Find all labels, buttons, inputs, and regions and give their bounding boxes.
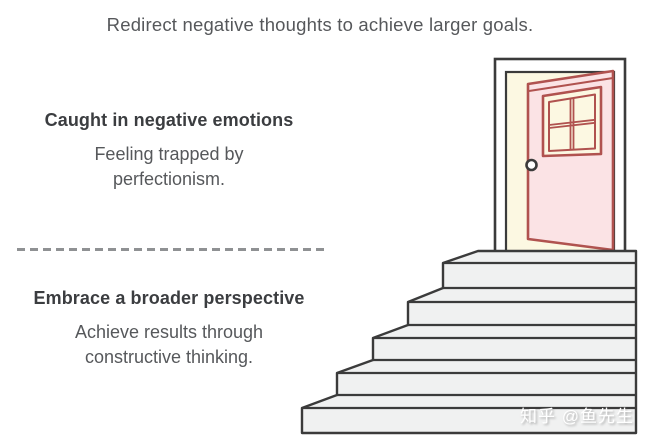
watermark: 知乎 @鱼先生	[520, 407, 634, 426]
dashed-divider	[17, 248, 326, 251]
page-title: Redirect negative thoughts to achieve la…	[106, 14, 534, 35]
staircase-illustration	[300, 249, 638, 435]
staircase-step-lines	[302, 261, 636, 410]
open-door-illustration	[493, 57, 627, 255]
doorknob	[525, 158, 538, 172]
door-window-inner-frame	[548, 93, 596, 152]
staircase-outline	[300, 249, 638, 435]
section-2-body: Achieve results through constructive thi…	[74, 322, 264, 367]
section-1-body: Feeling trapped by perfectionism.	[94, 144, 244, 189]
section-2-heading: Embrace a broader perspective	[33, 288, 305, 308]
window-mullions	[548, 98, 596, 150]
door-top-edge-line	[528, 77, 614, 92]
section-1-heading: Caught in negative emotions	[44, 110, 294, 130]
